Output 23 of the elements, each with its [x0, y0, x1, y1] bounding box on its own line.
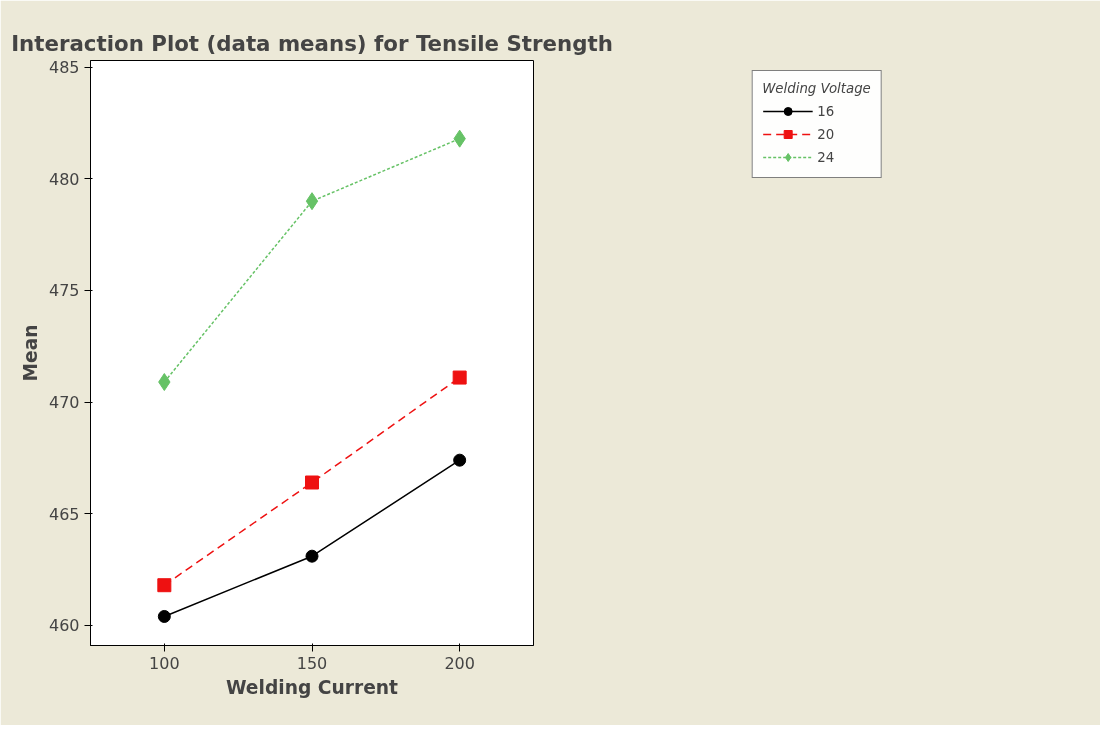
y-tick-label: 460: [48, 616, 80, 636]
legend-label: 24: [817, 149, 836, 165]
legend-title: Welding Voltage: [762, 81, 871, 96]
y-tick-label: 480: [48, 169, 80, 189]
y-tick-label: 475: [48, 281, 80, 301]
y-tick-label: 465: [48, 504, 80, 524]
y-tick-label: 470: [48, 393, 80, 413]
point: [453, 453, 467, 467]
chart-title: Interaction Plot (data means) for Tensile Strength: [11, 30, 613, 56]
legend-label: 16: [817, 103, 836, 119]
y-tick-label: 485: [48, 58, 80, 78]
point: [157, 578, 172, 593]
x-axis-title: Welding Current: [225, 676, 399, 698]
point: [157, 609, 171, 623]
point: [305, 192, 319, 211]
point: [452, 370, 467, 385]
legend-label: 20: [817, 126, 836, 142]
point: [305, 549, 319, 563]
point: [305, 475, 319, 490]
x-tick-label: 150: [296, 653, 328, 673]
x-tick-label: 100: [149, 653, 180, 673]
y-axis-title: Mean: [19, 324, 41, 382]
x-tick-label: 200: [444, 653, 475, 673]
